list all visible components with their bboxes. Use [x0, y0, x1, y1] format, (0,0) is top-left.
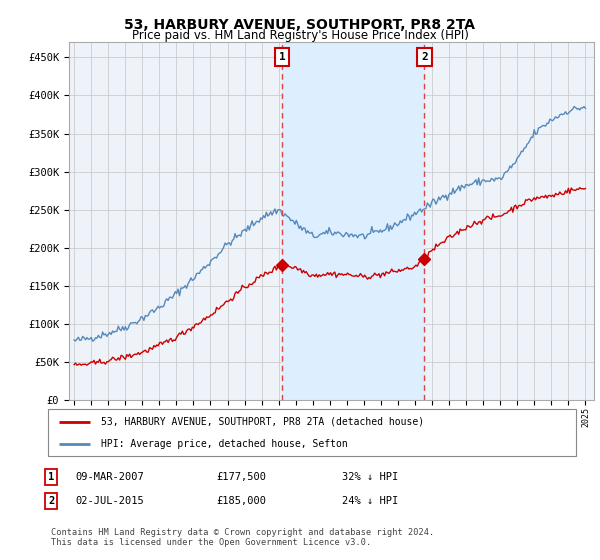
Text: Contains HM Land Registry data © Crown copyright and database right 2024.
This d: Contains HM Land Registry data © Crown c…: [51, 528, 434, 547]
Text: 24% ↓ HPI: 24% ↓ HPI: [342, 496, 398, 506]
Text: 32% ↓ HPI: 32% ↓ HPI: [342, 472, 398, 482]
Text: 1: 1: [48, 472, 54, 482]
Bar: [282, 42, 424, 400]
FancyBboxPatch shape: [48, 409, 576, 456]
Text: Price paid vs. HM Land Registry's House Price Index (HPI): Price paid vs. HM Land Registry's House …: [131, 29, 469, 42]
Text: 09-MAR-2007: 09-MAR-2007: [75, 472, 144, 482]
Text: 53, HARBURY AVENUE, SOUTHPORT, PR8 2TA (detached house): 53, HARBURY AVENUE, SOUTHPORT, PR8 2TA (…: [101, 417, 424, 427]
Text: HPI: Average price, detached house, Sefton: HPI: Average price, detached house, Seft…: [101, 438, 347, 449]
Text: 1: 1: [278, 52, 285, 62]
Text: £185,000: £185,000: [216, 496, 266, 506]
Text: 02-JUL-2015: 02-JUL-2015: [75, 496, 144, 506]
Text: £177,500: £177,500: [216, 472, 266, 482]
Text: 2: 2: [48, 496, 54, 506]
Text: 2: 2: [421, 52, 428, 62]
Text: 53, HARBURY AVENUE, SOUTHPORT, PR8 2TA: 53, HARBURY AVENUE, SOUTHPORT, PR8 2TA: [125, 18, 476, 32]
